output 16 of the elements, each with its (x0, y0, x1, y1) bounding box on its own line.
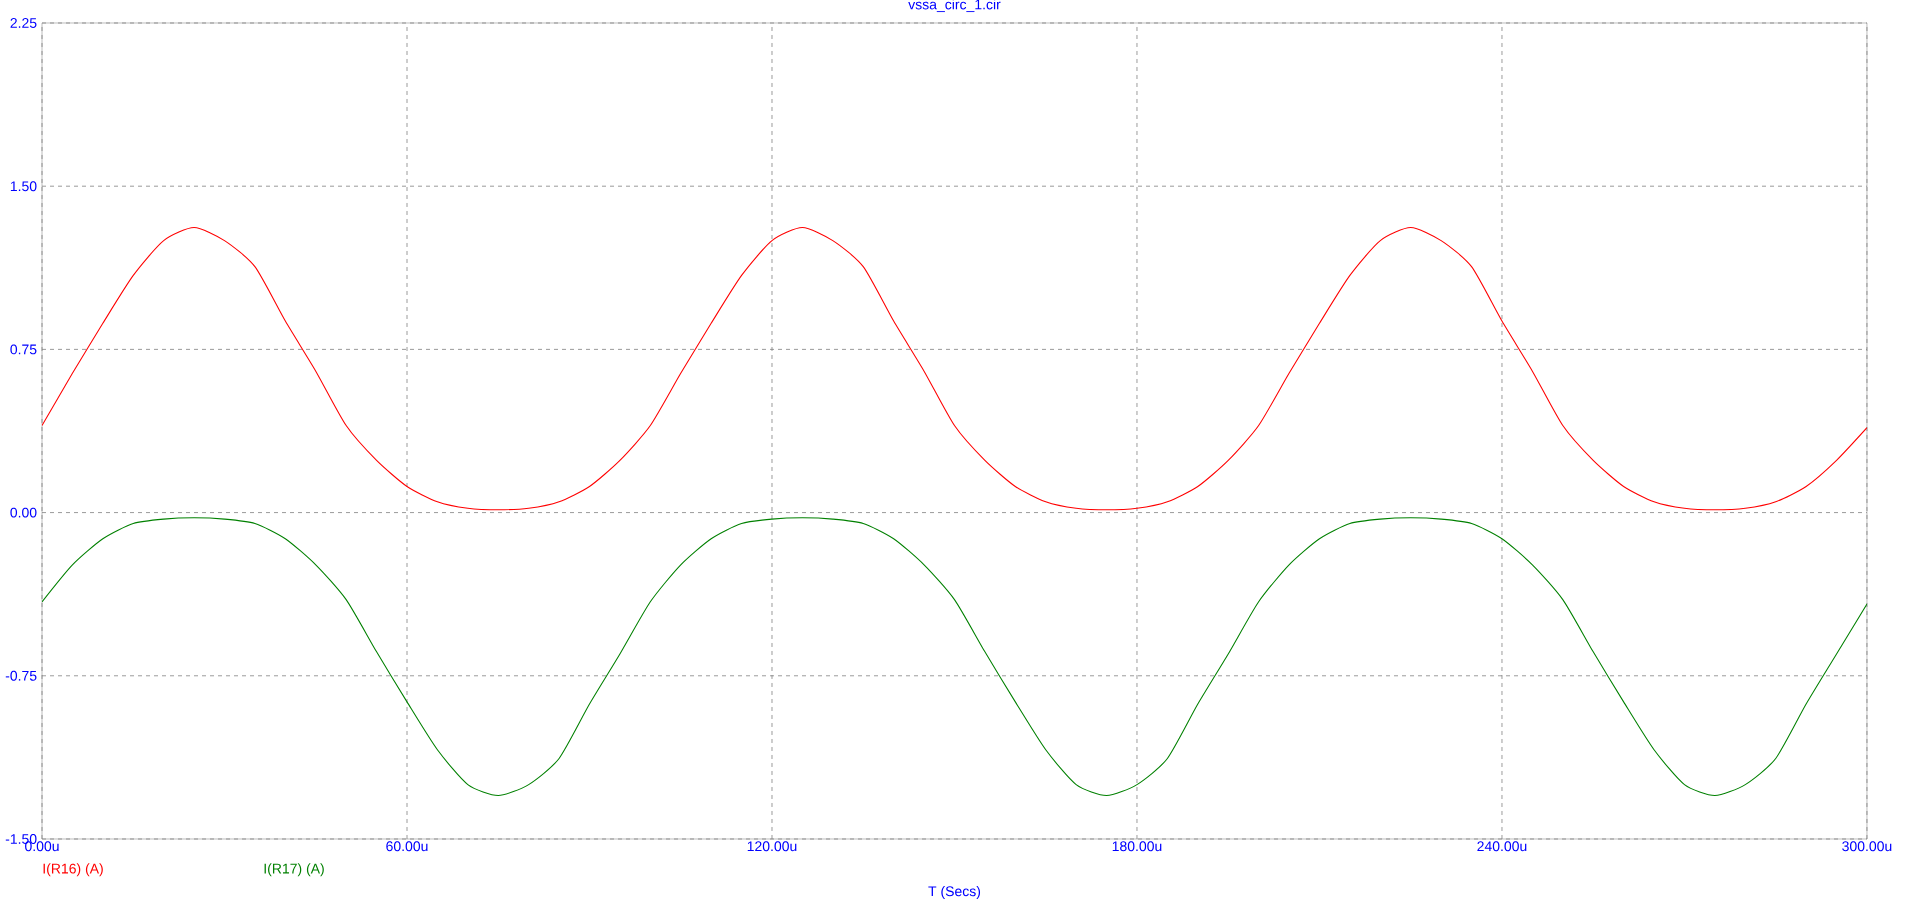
line-series (42, 517, 1867, 797)
x-tick-label: 300.00u (1842, 841, 1892, 852)
chart-title: vssa_circ_1.cir (908, 0, 1001, 13)
y-tick-label: 0.00 (10, 507, 37, 518)
y-tick-label: 2.25 (10, 18, 37, 28)
x-tick-label: 240.00u (1477, 841, 1527, 852)
y-tick-label: 1.50 (10, 181, 37, 192)
line-series (42, 226, 1867, 511)
x-axis-title: T (Secs) (928, 885, 981, 899)
text: I(R16) (A) (43, 863, 103, 877)
y-tick-label: 0.75 (10, 344, 37, 355)
text: I(R17) (A) (264, 863, 324, 877)
x-tick-label: 120.00u (747, 841, 797, 852)
y-tick-label: -0.75 (5, 670, 37, 681)
x-tick-label: 180.00u (1112, 841, 1162, 852)
x-tick-label: 60.00u (386, 841, 428, 852)
